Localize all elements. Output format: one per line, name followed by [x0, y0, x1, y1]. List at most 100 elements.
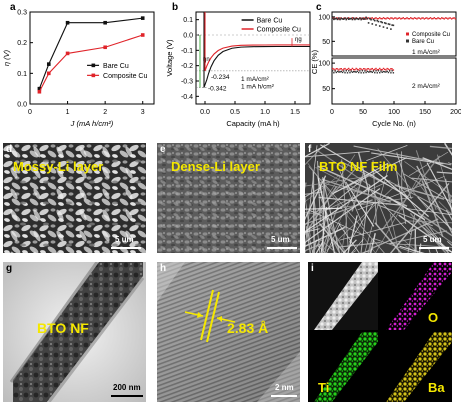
- eds-label-ba: Ba: [428, 380, 445, 395]
- ce-point-composite-bottom: [374, 68, 376, 71]
- ce-point-composite-top: [396, 18, 398, 20]
- scale-bar-h: [271, 395, 297, 397]
- ce-point-composite-top: [411, 17, 413, 20]
- ce-point-composite-top: [447, 18, 449, 20]
- ce-point-bare-bottom: [375, 70, 377, 72]
- eds-mapping: i O Ti Ba: [308, 262, 452, 402]
- ce-point-composite-top: [421, 17, 423, 19]
- plot-frame-c-top: [331, 11, 457, 57]
- ce-point-composite-top: [336, 17, 339, 19]
- bto-nanofiber: [435, 180, 452, 198]
- ce-point-composite-top: [403, 18, 406, 20]
- ce-point-composite-bottom: [359, 67, 361, 70]
- scale-label-f: 5 um: [423, 235, 442, 244]
- bto-nanofiber: [318, 192, 337, 237]
- ce-point-bare-top: [350, 17, 353, 20]
- chart-b: 0.0 0.5 1.0 1.5 -0.4 -0.3 -0.2 -0.1 0.0 0.1 Capaci…: [165, 11, 311, 128]
- ce-point-bare-top: [381, 21, 384, 24]
- eds-maps: [308, 262, 452, 402]
- ce-point-bare-bottom: [384, 71, 386, 73]
- ce-point-composite-bottom: [331, 67, 334, 70]
- ce-point-bare-bottom: [366, 70, 369, 73]
- ce-point-bare-top: [366, 17, 369, 20]
- d-spacing-arrowhead-left: [197, 312, 203, 318]
- ce-point-composite-bottom: [375, 67, 377, 70]
- ce-point-composite-top: [398, 17, 401, 19]
- ce-point-bare-top: [385, 22, 387, 25]
- ce-point-composite-top: [384, 17, 386, 20]
- ce-point-composite-top: [343, 17, 345, 19]
- ce-point-bare-bottom: [355, 71, 357, 73]
- bto-nanofiber: [308, 166, 385, 253]
- ce-point-bare-bottom: [348, 70, 350, 72]
- mossy-li-caption: Mossy-Li layer: [13, 159, 104, 174]
- ce-point-bare-bottom: [370, 70, 372, 73]
- ce-point-composite-top: [401, 17, 403, 20]
- bto-nanofiber: [420, 220, 450, 253]
- bto-nanofiber: [364, 166, 390, 253]
- series-point-0: [46, 62, 51, 66]
- ce-point-bare-bottom: [346, 72, 349, 74]
- bto-nanofiber: [404, 161, 452, 197]
- ce-point-bare-top: [344, 17, 346, 20]
- bto-nanofiber: [416, 165, 452, 235]
- bto-nanofiber: [332, 162, 389, 195]
- bto-nanofiber: [338, 224, 360, 253]
- ce-point-composite-top: [449, 17, 452, 19]
- ce-point-composite-top: [433, 17, 435, 19]
- ce-point-bare-top: [387, 23, 390, 25]
- ce-point-bare-top: [338, 17, 340, 19]
- ce-point-composite-bottom: [335, 68, 338, 70]
- bto-nanofiber: [371, 218, 439, 250]
- ce-point-bare-bottom: [371, 71, 373, 74]
- ce-point-composite-top: [364, 17, 366, 19]
- ce-point-composite-bottom: [346, 68, 349, 71]
- ce-point-composite-top: [437, 17, 439, 19]
- ce-point-composite-bottom: [364, 68, 366, 70]
- ce-point-bare-top: [331, 17, 334, 19]
- ce-point-composite-top: [408, 18, 411, 20]
- panel-b: b 0.0 0.5 1.0 1.5 -0.4 -0.3 -0.2 -0.1 0.0 0.1 Capa…: [164, 0, 314, 138]
- bto-film-caption: BTO NF Film: [319, 159, 398, 174]
- ce-point-bare-top: [345, 18, 348, 21]
- ce-point-composite-top: [418, 17, 421, 19]
- bto-nanofiber: [374, 222, 402, 253]
- y-axis-label-a: η (V): [2, 49, 11, 66]
- panel-label-h: h: [160, 263, 167, 274]
- bto-nanofiber: [411, 177, 452, 183]
- x-tick-label-c: 200: [450, 109, 461, 116]
- ce-point-bare-bottom: [335, 71, 338, 74]
- ce-point-composite-top: [395, 17, 397, 19]
- ce-point-bare-top: [342, 18, 345, 20]
- legend-label-c-1: Bare Cu: [412, 39, 434, 45]
- legend-label-0: Bare Cu: [103, 63, 129, 70]
- ce-point-bare-top: [340, 17, 343, 20]
- legend-marker-1: [91, 73, 96, 78]
- ce-point-bare-top: [333, 18, 335, 21]
- ce-point-bare-bottom: [391, 70, 393, 72]
- ce-point-composite-bottom: [365, 69, 367, 71]
- ce-point-composite-bottom: [355, 67, 357, 70]
- fringe-marker-1: [200, 289, 214, 341]
- ce-point-composite-top: [393, 17, 396, 19]
- ce-point-composite-bottom: [387, 68, 390, 70]
- bto-nanofiber: [305, 226, 312, 253]
- ce-point-composite-top: [377, 17, 380, 20]
- ce-point-bare-top: [361, 17, 364, 20]
- ce-point-composite-bottom: [381, 69, 383, 71]
- ce-point-composite-bottom: [354, 69, 356, 71]
- ce-point-composite-top: [388, 18, 391, 20]
- ce-point-composite-top: [436, 18, 438, 20]
- current-density-label-b: 1 mA/cm²: [241, 76, 270, 83]
- y-tick-label-a: 0.3: [17, 10, 27, 17]
- bto-nanofiber: [394, 184, 445, 200]
- bto-nanofiber: [369, 233, 376, 253]
- ce-point-composite-bottom: [334, 69, 336, 71]
- bto-nanofiber: [437, 154, 452, 204]
- bto-nanofiber: [318, 196, 404, 206]
- panel-label-b: b: [172, 2, 179, 13]
- bto-nanofiber: [347, 215, 358, 253]
- plot-frame-a: [29, 11, 155, 105]
- bto-nanofiber: [341, 211, 348, 253]
- bto-nanofiber: [322, 177, 341, 253]
